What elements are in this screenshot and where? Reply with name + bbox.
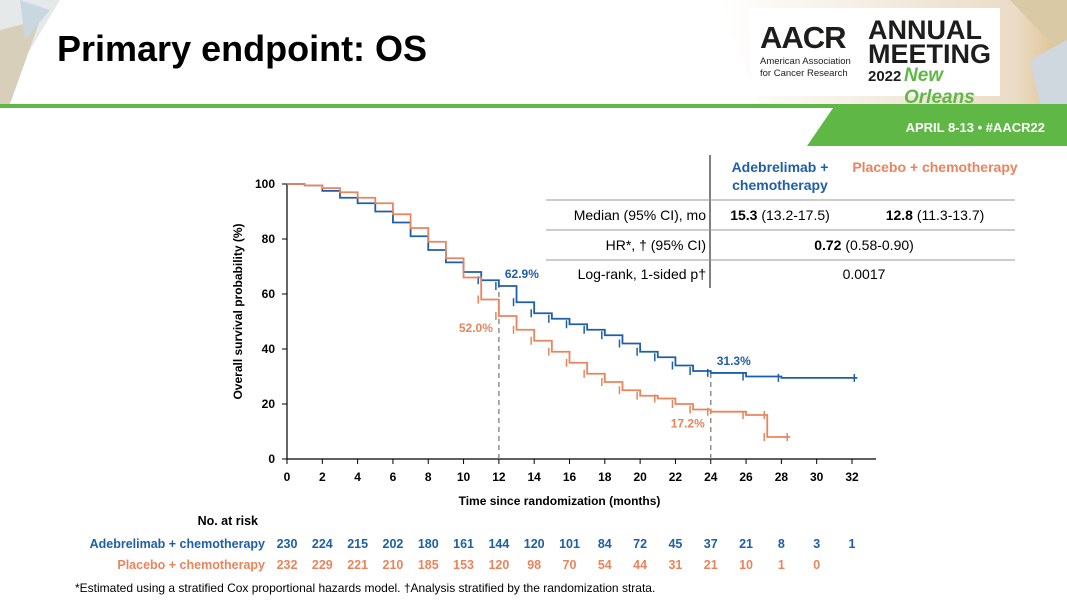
- x-tick-label: 30: [810, 470, 824, 484]
- logo-org-line1: American Association: [760, 56, 851, 67]
- km-annotation: 17.2%: [671, 417, 705, 431]
- risk-count: 3: [813, 537, 821, 551]
- logo-org: AACR: [760, 20, 847, 55]
- risk-count: 8: [777, 537, 785, 551]
- risk-count: 221: [347, 558, 369, 572]
- risk-count: 31: [668, 558, 683, 572]
- risk-row-label: Adebrelimab + chemotherapy: [89, 537, 265, 551]
- y-tick-label: 20: [262, 397, 276, 411]
- risk-count: 10: [739, 558, 754, 572]
- risk-count: 84: [597, 537, 612, 551]
- hr-ci: (0.58-0.90): [845, 237, 914, 253]
- y-tick-label: 40: [262, 342, 276, 356]
- median-blue: 15.3 (13.2-17.5): [710, 207, 850, 223]
- x-tick-label: 14: [528, 470, 542, 484]
- risk-count: 1: [848, 537, 856, 551]
- logo-meeting-name: ANNUAL MEETING: [868, 15, 992, 69]
- logo-year: 2022: [868, 68, 902, 85]
- date-banner-text: APRIL 8-13 • #AACR22: [905, 120, 1045, 135]
- summary-header-blue: Adebrelimab + chemotherapy: [731, 159, 829, 193]
- hr-value: 0.72 (0.58-0.90): [710, 237, 1018, 253]
- date-banner: APRIL 8-13 • #AACR22: [807, 108, 1067, 146]
- risk-count: 144: [488, 537, 510, 551]
- x-tick-label: 10: [457, 470, 471, 484]
- aacr-logo: AACR American Association for Cancer Res…: [750, 8, 1000, 108]
- risk-count: 202: [382, 537, 404, 551]
- risk-count: 232: [276, 558, 298, 572]
- km-curve-adebrelimab: [287, 183, 858, 379]
- median-blue-ci: (13.2-17.5): [761, 207, 830, 223]
- x-axis-label: Time since randomization (months): [459, 494, 661, 508]
- risk-count: 229: [311, 558, 333, 572]
- logrank-label: Log-rank, 1-sided p†: [577, 266, 706, 282]
- risk-count: 230: [276, 537, 298, 551]
- y-axis-label: Overall survival probability (%): [231, 223, 245, 399]
- x-tick-label: 26: [739, 470, 753, 484]
- hr-label: HR*, † (95% CI): [605, 237, 706, 253]
- risk-count: 98: [527, 558, 542, 572]
- x-tick-label: 0: [284, 470, 291, 484]
- x-tick-label: 12: [492, 470, 506, 484]
- risk-count: 180: [417, 537, 439, 551]
- slide-title: Primary endpoint: OS: [57, 28, 428, 69]
- logrank-value: 0.0017: [842, 266, 886, 282]
- x-tick-label: 18: [598, 470, 612, 484]
- risk-count: 21: [739, 537, 754, 551]
- risk-table-title: No. at risk: [197, 514, 258, 528]
- y-tick-label: 100: [255, 177, 275, 191]
- risk-count: 1: [777, 558, 785, 572]
- risk-count: 224: [311, 537, 333, 551]
- header-divider: [0, 104, 1067, 108]
- km-annotation: 52.0%: [459, 321, 493, 335]
- risk-count: 72: [633, 537, 648, 551]
- median-blue-value: 15.3: [730, 207, 758, 223]
- x-tick-label: 8: [425, 470, 432, 484]
- logo-org-full: American Association for Cancer Research: [760, 56, 851, 80]
- x-tick-label: 16: [563, 470, 577, 484]
- summary-header-orange: Placebo + chemotherapy: [852, 159, 1018, 175]
- median-orange-value: 12.8: [885, 207, 913, 223]
- risk-count: 21: [703, 558, 718, 572]
- risk-count: 54: [597, 558, 612, 572]
- logo-org-line2: for Cancer Research: [760, 68, 848, 79]
- risk-count: 37: [703, 537, 718, 551]
- x-tick-label: 24: [704, 470, 718, 484]
- risk-count: 210: [382, 558, 404, 572]
- y-tick-label: 0: [268, 452, 275, 466]
- risk-count: 101: [559, 537, 580, 551]
- hr-value-bold: 0.72: [814, 237, 842, 253]
- median-label: Median (95% CI), mo: [573, 207, 706, 223]
- x-tick-label: 6: [390, 470, 397, 484]
- x-tick-label: 32: [845, 470, 859, 484]
- logo-city: New Orleans: [904, 65, 975, 108]
- median-orange: 12.8 (11.3-13.7): [852, 207, 1018, 223]
- risk-count: 70: [562, 558, 577, 572]
- km-curve-placebo: [287, 183, 791, 438]
- risk-row-label: Placebo + chemotherapy: [117, 558, 265, 572]
- risk-count: 44: [633, 558, 648, 572]
- risk-count: 161: [453, 537, 474, 551]
- x-tick-label: 28: [775, 470, 789, 484]
- summary-table-lines: [546, 155, 1015, 288]
- median-orange-ci: (11.3-13.7): [916, 207, 985, 223]
- y-tick-label: 60: [262, 287, 276, 301]
- km-annotation: 31.3%: [717, 354, 751, 368]
- risk-count: 153: [453, 558, 474, 572]
- risk-count: 215: [347, 537, 369, 551]
- x-tick-label: 20: [633, 470, 647, 484]
- risk-count: 45: [668, 537, 683, 551]
- risk-count: 120: [523, 537, 545, 551]
- logo-meeting: MEETING: [868, 39, 992, 69]
- y-tick-label: 80: [262, 232, 276, 246]
- risk-count: 185: [417, 558, 439, 572]
- logo-annual: ANNUAL: [868, 15, 982, 45]
- footnote: *Estimated using a stratified Cox propor…: [75, 581, 656, 595]
- risk-count: 120: [488, 558, 510, 572]
- risk-count: 0: [813, 558, 821, 572]
- x-tick-label: 22: [669, 470, 683, 484]
- x-tick-label: 4: [354, 470, 361, 484]
- km-annotation: 62.9%: [505, 267, 539, 281]
- x-tick-label: 2: [319, 470, 326, 484]
